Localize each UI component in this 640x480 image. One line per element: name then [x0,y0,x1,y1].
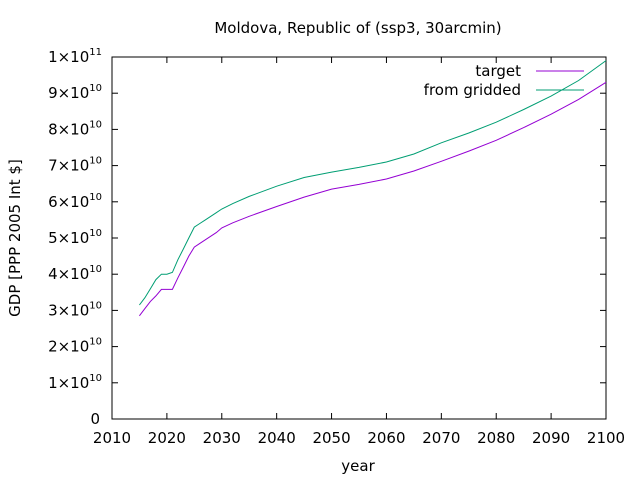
y-tick-label: 7×1010 [48,156,102,175]
series-line-1 [139,60,607,306]
x-axis: 2010 2020 2030 2040 2050 2060 2070 2080 2090 2100 [93,57,625,447]
plot-frame [111,56,607,420]
y-tick-label: 1×1011 [48,47,102,66]
y-tick-label: 1×1010 [48,373,102,392]
series-lines [139,60,607,317]
legend-label: target [475,62,521,80]
x-tick-label: 2050 [312,429,350,447]
x-tick-label: 2090 [532,429,570,447]
y-tick-label: 4×1010 [48,264,102,283]
x-tick-label: 2060 [367,429,405,447]
y-tick-label: 5×1010 [48,228,102,247]
y-tick-label: 6×1010 [48,192,102,211]
y-tick-label: 3×1010 [48,300,102,319]
x-tick-label: 2020 [148,429,186,447]
x-tick-label: 2040 [258,429,296,447]
y-tick-label: 0 [90,410,100,428]
y-axis-label: GDP [PPP 2005 Int $] [6,159,24,317]
y-tick-label: 2×1010 [48,337,102,356]
x-tick-label: 2100 [587,429,625,447]
x-tick-label: 2080 [477,429,515,447]
legend-label: from gridded [424,81,521,99]
series-line-0 [139,81,607,317]
x-tick-label: 2010 [93,429,131,447]
y-tick-label: 8×1010 [48,119,102,138]
chart-title: Moldova, Republic of (ssp3, 30arcmin) [214,19,501,37]
x-axis-label: year [341,457,375,475]
x-tick-label: 2030 [203,429,241,447]
x-tick-label: 2070 [422,429,460,447]
y-axis: 0 1×1010 2×1010 3×1010 4×1010 5×1010 6×1010 7×1… [48,47,606,428]
y-tick-label: 9×1010 [48,83,102,102]
